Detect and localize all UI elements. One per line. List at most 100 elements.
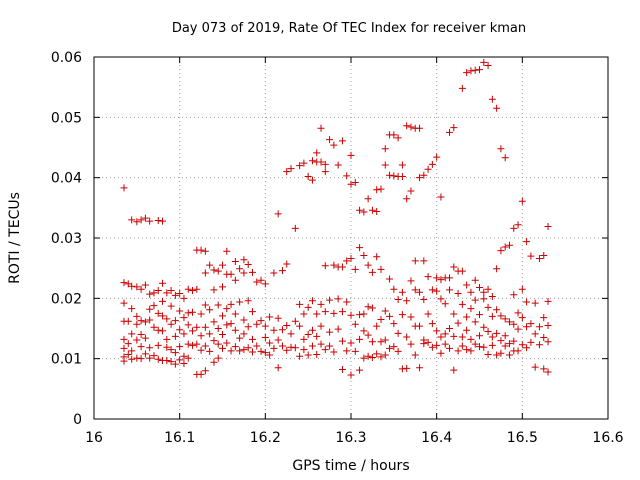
data-point <box>223 247 231 255</box>
data-point <box>377 185 385 193</box>
data-point <box>535 255 543 263</box>
axis-ticks <box>93 56 609 420</box>
data-point <box>454 290 462 298</box>
data-point <box>176 307 184 315</box>
data-point <box>154 341 162 349</box>
data-point <box>390 131 398 139</box>
data-point <box>154 355 162 363</box>
data-point <box>261 349 269 357</box>
data-point <box>171 317 179 325</box>
data-point <box>274 364 282 372</box>
data-point <box>304 331 312 339</box>
data-point <box>394 134 402 142</box>
data-point <box>146 217 154 225</box>
data-point <box>210 337 218 345</box>
data-point <box>433 287 441 295</box>
data-point <box>206 347 214 355</box>
data-point <box>154 326 162 334</box>
data-point <box>176 356 184 364</box>
data-point <box>189 286 197 294</box>
data-point <box>446 344 454 352</box>
data-point <box>253 278 261 286</box>
data-point <box>128 330 136 338</box>
data-point <box>505 351 513 359</box>
data-point <box>231 258 239 266</box>
data-point <box>201 301 209 309</box>
data-point <box>416 288 424 296</box>
data-point <box>510 291 518 299</box>
data-point <box>184 340 192 348</box>
data-point <box>334 161 342 169</box>
data-point <box>514 325 522 333</box>
data-point <box>523 323 531 331</box>
data-point <box>313 332 321 340</box>
data-point <box>167 286 175 294</box>
data-point <box>266 351 274 359</box>
data-point <box>274 314 282 322</box>
x-tick-label: 16.4 <box>421 430 452 446</box>
data-point <box>197 332 205 340</box>
data-point <box>300 310 308 318</box>
data-point <box>390 285 398 293</box>
data-point <box>308 297 316 305</box>
data-point <box>373 186 381 194</box>
data-point <box>167 358 175 366</box>
data-point <box>467 67 475 75</box>
data-point <box>535 341 543 349</box>
data-point <box>398 288 406 296</box>
data-point <box>330 309 338 317</box>
data-point <box>159 217 167 225</box>
data-point <box>244 344 252 352</box>
data-point <box>381 351 389 359</box>
data-point <box>296 322 304 330</box>
data-point <box>304 351 312 359</box>
data-point <box>523 344 531 352</box>
data-point <box>467 288 475 296</box>
data-point <box>356 206 364 214</box>
data-point <box>308 157 316 165</box>
data-point <box>201 269 209 277</box>
data-point <box>407 313 415 321</box>
data-point <box>381 307 389 315</box>
data-point <box>120 357 128 365</box>
y-tick-label: 0.03 <box>51 231 82 247</box>
data-point <box>128 216 136 224</box>
data-point <box>368 338 376 346</box>
data-point <box>360 310 368 318</box>
data-point <box>184 321 192 329</box>
data-point <box>476 311 483 319</box>
data-point <box>261 334 269 342</box>
x-tick-label: 16.5 <box>507 430 538 446</box>
data-point <box>441 300 449 308</box>
data-point <box>283 260 291 268</box>
data-point <box>398 311 406 319</box>
data-point <box>180 352 188 360</box>
data-point <box>176 343 184 351</box>
data-point <box>527 320 535 328</box>
data-point <box>458 300 466 308</box>
data-point <box>450 310 458 318</box>
data-point <box>231 326 239 334</box>
data-point <box>304 303 312 311</box>
data-point <box>364 261 372 269</box>
data-point <box>493 351 501 359</box>
data-point <box>360 327 368 335</box>
data-point <box>326 136 334 144</box>
data-point <box>467 335 475 343</box>
data-point <box>471 296 479 304</box>
data-point <box>163 315 171 323</box>
data-point <box>433 153 441 161</box>
data-point <box>351 265 359 273</box>
data-point <box>133 320 141 328</box>
y-axis-label: ROTI / TECUs <box>7 192 23 284</box>
data-point <box>317 300 325 308</box>
data-point <box>386 275 394 283</box>
data-point <box>150 302 158 310</box>
data-point <box>544 223 552 231</box>
data-point <box>167 346 175 354</box>
data-point <box>171 332 179 340</box>
x-tick-label: 16.6 <box>592 430 623 446</box>
data-point <box>296 300 304 308</box>
data-point <box>236 347 244 355</box>
data-point <box>463 281 471 289</box>
